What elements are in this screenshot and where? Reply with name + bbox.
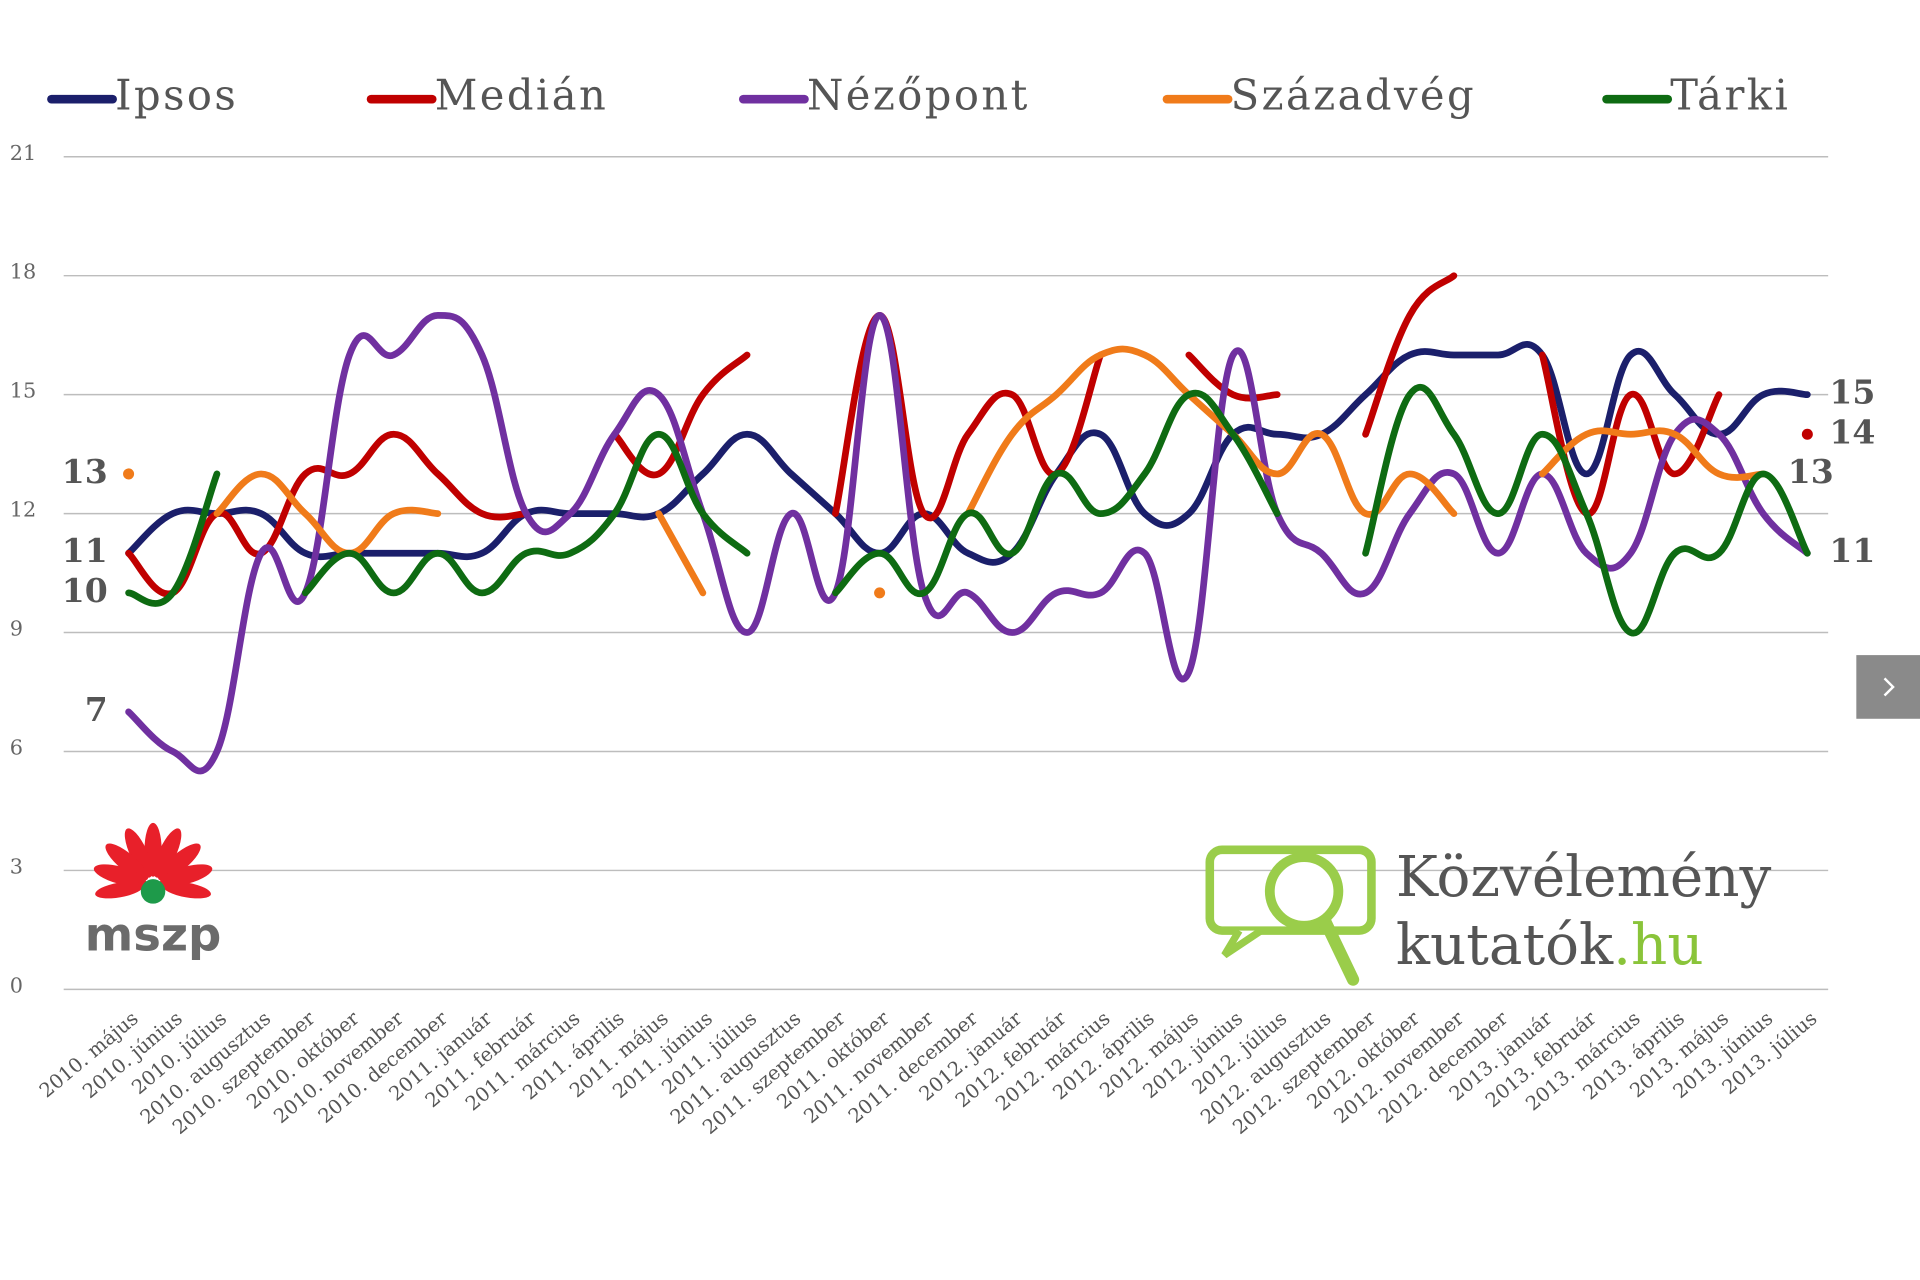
legend-label: Ipsos xyxy=(115,71,238,120)
series-line xyxy=(213,470,442,557)
data-point xyxy=(874,587,886,599)
end-label: 13 xyxy=(1788,452,1834,491)
series-line xyxy=(301,430,751,597)
site-logo: Közvélemény kutatók.hu xyxy=(1205,845,1772,986)
start-label: 13 xyxy=(62,452,108,491)
data-point xyxy=(1801,428,1813,440)
end-label: 15 xyxy=(1829,373,1875,412)
series-line xyxy=(125,341,1811,566)
party-logo: mszp xyxy=(85,822,222,961)
series-line xyxy=(655,510,707,597)
y-tick-label: 6 xyxy=(10,736,23,760)
end-label: 14 xyxy=(1829,412,1875,451)
site-logo-word: kutatók xyxy=(1396,912,1614,977)
y-tick-label: 3 xyxy=(10,854,23,878)
end-label: 11 xyxy=(1829,531,1875,570)
party-logo-text: mszp xyxy=(85,907,222,961)
series-line xyxy=(1185,351,1281,402)
legend-label: Tárki xyxy=(1670,71,1790,120)
site-logo-text: kutatók.hu xyxy=(1396,912,1704,977)
site-logo-suffix: .hu xyxy=(1613,912,1703,977)
legend-label: Nézőpont xyxy=(807,71,1030,120)
y-tick-label: 21 xyxy=(10,141,36,165)
start-label: 11 xyxy=(62,531,108,570)
series-line xyxy=(1362,272,1458,438)
plot-area xyxy=(123,272,1813,775)
legend-label: Századvég xyxy=(1231,71,1477,120)
legend-label: Medián xyxy=(435,71,609,120)
y-tick-label: 15 xyxy=(10,379,36,403)
data-point xyxy=(123,468,135,480)
series-line xyxy=(1538,427,1767,481)
y-tick-label: 12 xyxy=(10,498,36,522)
series-line xyxy=(832,389,1281,598)
y-tick-label: 9 xyxy=(10,617,23,641)
y-tick-label: 18 xyxy=(10,260,36,284)
series-line xyxy=(125,470,221,607)
series-line xyxy=(832,311,1104,521)
start-label: 7 xyxy=(85,690,108,729)
y-tick-label: 0 xyxy=(10,973,23,997)
site-logo-text: Közvélemény xyxy=(1396,845,1772,910)
start-label: 10 xyxy=(62,571,108,610)
next-button[interactable] xyxy=(1856,655,1920,719)
series-line xyxy=(1362,384,1811,637)
